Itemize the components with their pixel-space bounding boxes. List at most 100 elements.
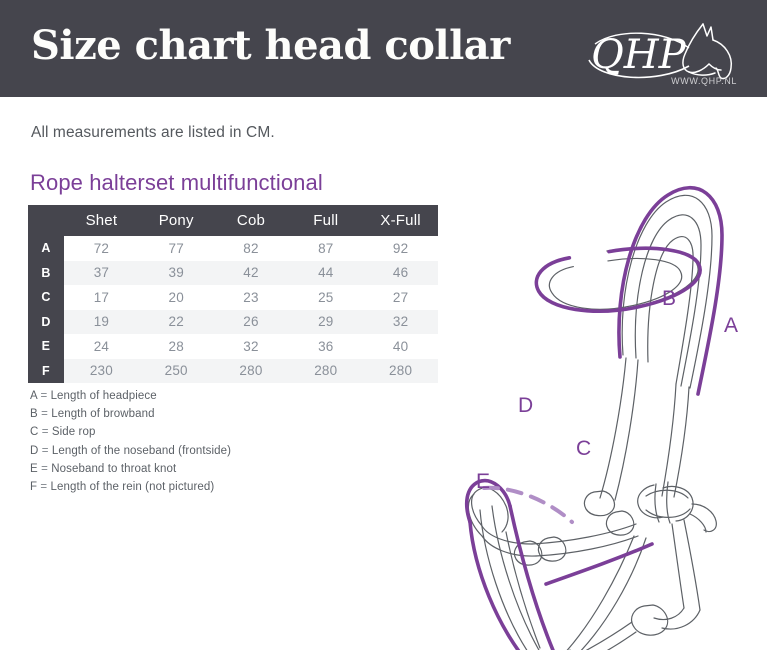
- cell-e-cob: 32: [213, 334, 289, 359]
- logo-swoosh-top: [594, 32, 690, 49]
- highlight-e-right: [508, 504, 555, 650]
- cell-d-pony: 22: [138, 309, 214, 334]
- column-header-xfull: X-Full: [363, 205, 438, 236]
- diagram-label-b: B: [662, 287, 676, 310]
- table-row: D 19 22 26 29 32: [28, 309, 438, 334]
- cell-a-xfull: 92: [363, 236, 438, 261]
- diagram-label-d: D: [518, 394, 533, 417]
- cell-a-pony: 77: [138, 236, 214, 261]
- legend-key-a: A: [30, 390, 38, 402]
- cell-b-xfull: 46: [363, 260, 438, 285]
- legend-equals: =: [41, 426, 49, 439]
- rope-halter-diagram: A B C D E: [440, 140, 760, 650]
- table-row: E 24 28 32 36 40: [28, 334, 438, 359]
- legend-equals: =: [40, 481, 48, 494]
- legend-item-d: D = Length of the noseband (frontside): [30, 442, 420, 460]
- cell-f-xfull: 280: [363, 358, 438, 383]
- legend-key-b: B: [30, 408, 38, 421]
- legend-text-a: Length of headpiece: [50, 390, 157, 402]
- highlight-e-left: [468, 520, 521, 650]
- cell-c-full: 25: [288, 285, 364, 310]
- highlight-b-browband: [534, 246, 702, 313]
- qhp-logo-svg: QHP: [588, 23, 733, 80]
- measurement-highlights: [464, 185, 724, 650]
- cell-b-pony: 39: [138, 260, 214, 285]
- legend-equals: =: [40, 390, 48, 402]
- column-header-shet: Shet: [64, 205, 139, 236]
- row-label-a: A: [28, 236, 64, 261]
- halter-illustration: A B C D E: [464, 185, 738, 650]
- cell-d-full: 29: [288, 309, 364, 334]
- cell-d-shet: 19: [64, 309, 139, 334]
- table-row: F 230 250 280 280 280: [28, 358, 438, 383]
- cell-c-shet: 17: [64, 285, 139, 310]
- logo-swoosh: [588, 59, 690, 79]
- cell-e-full: 36: [288, 334, 364, 359]
- measurement-legend: A = Length of headpiece B = Length of br…: [30, 387, 420, 496]
- legend-text-d: Length of the noseband (frontside): [51, 444, 232, 457]
- cell-f-cob: 280: [213, 358, 289, 383]
- legend-item-f: F = Length of the rein (not pictured): [30, 478, 420, 496]
- cell-c-cob: 23: [213, 285, 289, 310]
- measurements-note: All measurements are listed in CM.: [31, 124, 275, 141]
- highlight-c-siderope: [544, 542, 654, 586]
- legend-item-e: E = Noseband to throat knot: [30, 460, 420, 478]
- diagram-label-e: E: [476, 470, 490, 493]
- cell-d-xfull: 32: [363, 309, 438, 334]
- halter-rope-outlines: [467, 194, 717, 650]
- cell-f-full: 280: [288, 358, 364, 383]
- legend-key-e: E: [30, 462, 38, 475]
- cell-e-shet: 24: [64, 334, 139, 359]
- row-label-e: E: [28, 334, 64, 359]
- legend-item-b: B = Length of browband: [30, 405, 420, 423]
- highlight-e-loop-top: [464, 478, 512, 524]
- cell-a-shet: 72: [64, 236, 139, 261]
- cell-b-shet: 37: [64, 260, 139, 285]
- row-label-b: B: [28, 260, 64, 285]
- cell-c-pony: 20: [138, 285, 214, 310]
- page-title: Size chart head collar: [31, 22, 510, 69]
- table-row: A 72 77 82 87 92: [28, 236, 438, 261]
- cell-c-xfull: 27: [363, 285, 438, 310]
- product-title: Rope halterset multifunctional: [30, 170, 323, 195]
- table-row: C 17 20 23 25 27: [28, 285, 438, 310]
- legend-item-a: A = Length of headpiece: [30, 387, 420, 405]
- cell-e-pony: 28: [138, 334, 214, 359]
- legend-item-c: C = Side rop: [30, 423, 420, 441]
- qhp-logo: QHP WWW.QHP.NL: [585, 18, 745, 90]
- qhp-wordmark-text: QHP: [591, 32, 687, 78]
- table-header: Shet Pony Cob Full X-Full: [28, 205, 438, 236]
- diagram-label-c: C: [576, 437, 591, 460]
- diagram-label-a: A: [724, 314, 738, 337]
- cell-a-cob: 82: [213, 236, 289, 261]
- cell-a-full: 87: [288, 236, 364, 261]
- legend-text-b: Length of browband: [51, 408, 155, 421]
- table-body: A 72 77 82 87 92 B 37 39 42 44 46 C 17 2…: [28, 236, 438, 383]
- legend-key-d: D: [30, 444, 39, 457]
- highlight-a-headpiece: [617, 185, 724, 396]
- cell-f-shet: 230: [64, 358, 139, 383]
- table-header-row: Shet Pony Cob Full X-Full: [28, 205, 438, 236]
- legend-equals: =: [41, 462, 48, 475]
- legend-text-c: Side rop: [51, 426, 96, 439]
- column-header-cob: Cob: [213, 205, 289, 236]
- horse-head-icon: [682, 23, 733, 80]
- table-row: B 37 39 42 44 46: [28, 260, 438, 285]
- cell-f-pony: 250: [138, 358, 214, 383]
- column-header-full: Full: [288, 205, 364, 236]
- row-label-c: C: [28, 285, 64, 310]
- legend-equals: =: [41, 408, 48, 421]
- table-corner-cell: [28, 205, 64, 236]
- center-knot: [637, 481, 717, 533]
- legend-equals: =: [41, 444, 49, 457]
- cell-b-cob: 42: [213, 260, 289, 285]
- legend-key-f: F: [30, 481, 38, 494]
- cell-b-full: 44: [288, 260, 364, 285]
- column-header-pony: Pony: [138, 205, 214, 236]
- legend-text-f: Length of the rein (not pictured): [50, 481, 215, 494]
- legend-key-c: C: [30, 426, 39, 439]
- logo-url-text: WWW.QHP.NL: [671, 76, 737, 86]
- row-label-f: F: [28, 358, 64, 383]
- legend-text-e: Noseband to throat knot: [51, 462, 177, 475]
- cell-e-xfull: 40: [363, 334, 438, 359]
